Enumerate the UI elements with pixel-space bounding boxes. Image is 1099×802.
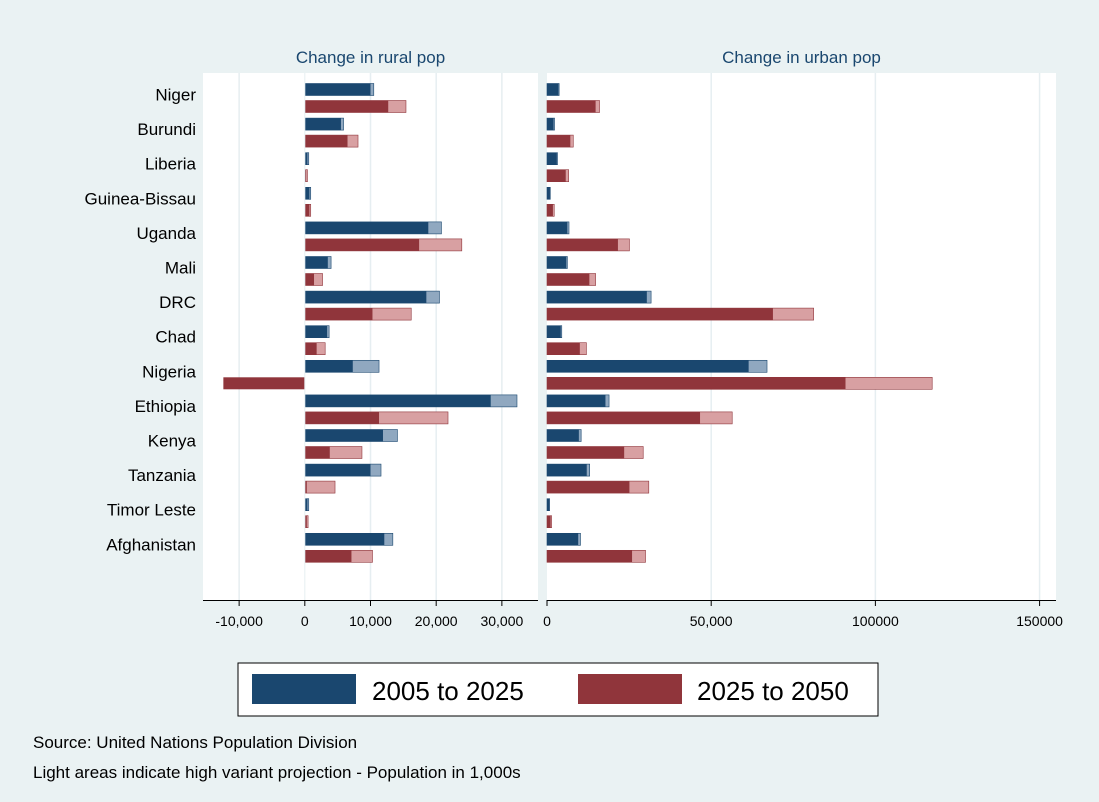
category-label: Uganda [136,224,196,243]
legend-swatch-series1 [252,674,356,704]
bar-value [304,187,310,200]
bar-value [547,238,618,251]
bar-value [304,256,328,269]
bar-value [547,204,553,217]
bar-value [547,152,557,165]
category-label: Mali [165,259,196,278]
category-label: Tanzania [128,466,197,485]
bar-value [304,394,491,407]
bar-value [304,464,371,477]
x-tick-label: 0 [301,613,309,629]
bar-value [547,481,630,494]
bar-value [304,550,352,563]
bar-high-variant [304,480,336,494]
category-label: Niger [155,86,196,105]
bar-value [547,498,550,511]
category-label: Nigeria [142,362,196,381]
category-label: Guinea-Bissau [84,189,196,208]
bar-value [547,360,749,373]
bar-value [304,325,328,338]
bar-value [547,256,567,269]
category-label: DRC [159,293,196,312]
bar-value [547,83,559,96]
bar-value [304,238,420,251]
bar-value [547,169,566,182]
category-label: Burundi [137,120,196,139]
bar-value [547,325,561,338]
panel-title: Change in urban pop [722,48,881,67]
bar-value [547,533,579,546]
bar-value [547,342,580,355]
bar-value [304,498,308,511]
panel-plot-area [547,73,1056,600]
bar-value [304,308,373,321]
bar-value [547,135,571,148]
bar-value [547,550,633,563]
x-tick-label: 20,000 [415,613,458,629]
category-label: Liberia [145,155,197,174]
bar-value [223,377,305,390]
bar-value [304,273,315,286]
bar-value [304,118,341,131]
bar-value [547,394,606,407]
bar-value [547,273,590,286]
x-tick-label: 10,000 [349,613,392,629]
x-tick-label: -10,000 [215,613,263,629]
x-tick-label: 0 [543,613,551,629]
bar-value [304,169,307,182]
bar-value [304,533,385,546]
bar-value [304,291,427,304]
bar-value [304,429,383,442]
category-label: Afghanistan [106,535,196,554]
category-label: Kenya [148,432,197,451]
bar-value [547,464,587,477]
bar-value [304,100,389,113]
category-label: Timor Leste [107,501,196,520]
bar-value [304,411,380,424]
bar-value [304,360,353,373]
bar-value [547,429,579,442]
bar-value [304,342,317,355]
bar-value [304,481,307,494]
legend: 2005 to 2025 2025 to 2050 [237,662,879,717]
x-tick-label: 150000 [1016,613,1063,629]
bar-value [547,515,551,528]
x-tick-label: 30,000 [480,613,523,629]
bar-value [304,152,308,165]
category-label: Chad [155,328,196,347]
x-tick-label: 50,000 [690,613,733,629]
bar-value [304,221,429,234]
bar-value [547,308,773,321]
bar-value [304,515,307,528]
bar-value [547,221,568,234]
panel-title: Change in rural pop [296,48,445,67]
bar-value [547,118,554,131]
bar-value [547,377,846,390]
bar-value [304,135,348,148]
legend-swatch-series2 [578,674,682,704]
bar-value [304,204,310,217]
x-tick-label: 100000 [852,613,899,629]
legend-label-series1: 2005 to 2025 [372,676,524,706]
chart-panels: Change in rural pop -10,000 0 10,000 20,000 3… [84,48,1063,629]
bar-value [547,100,596,113]
bar-value [547,446,625,459]
bar-value [304,446,330,459]
bar-value [304,83,371,96]
bar-value [547,411,701,424]
category-label: Ethiopia [135,397,197,416]
source-note: Source: United Nations Population Divisi… [33,733,358,752]
bar-value [547,291,647,304]
legend-label-series2: 2025 to 2050 [697,676,849,706]
bar-value [547,187,550,200]
caption-note: Light areas indicate high variant projec… [33,763,521,782]
